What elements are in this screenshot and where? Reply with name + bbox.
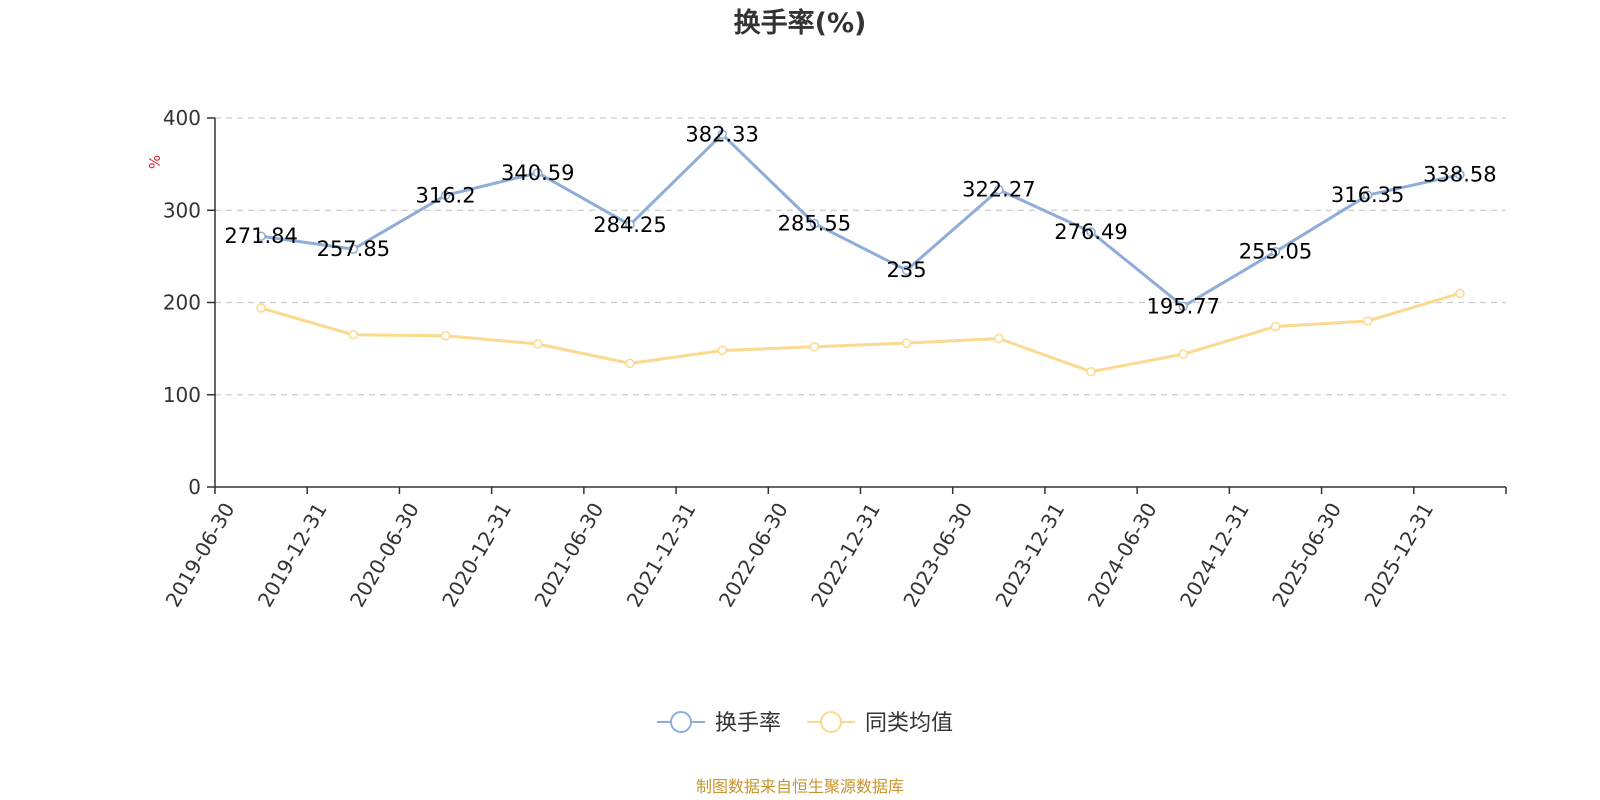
data-label: 271.84 [224,224,297,248]
series [256,129,1465,377]
data-point[interactable] [440,330,451,341]
legend[interactable]: 换手率 同类均值 [657,711,953,736]
data-label: 322.27 [962,178,1035,202]
legend-item-0[interactable]: 换手率 [657,711,781,736]
data-labels: 271.84 257.85 316.2 340.59 284.25 382.33 285.5… [224,122,1496,318]
data-label: 255.05 [1239,240,1312,264]
data-point[interactable] [1270,246,1281,257]
data-point[interactable] [440,190,451,201]
data-point[interactable] [717,129,727,140]
data-label: 276.49 [1054,220,1127,244]
data-label: 340.59 [501,161,574,185]
x-tick-label: 2025-06-30 [1267,499,1346,612]
data-point[interactable] [533,168,543,178]
data-label: 195.77 [1147,294,1220,318]
data-label: 285.55 [778,212,851,236]
data-point[interactable] [625,220,635,230]
data-label: 338.58 [1423,163,1496,187]
chart-title: 换手率(%) [734,7,867,39]
data-point[interactable] [1086,227,1096,237]
x-tick-label: 2024-06-30 [1083,499,1162,612]
y-axis-unit: % [146,155,164,169]
data-point[interactable] [1455,169,1465,180]
data-point[interactable] [994,333,1004,344]
data-point[interactable] [256,231,266,241]
data-point[interactable] [1270,321,1281,332]
data-point[interactable] [348,330,359,340]
data-label: 316.35 [1331,183,1404,207]
data-point[interactable] [717,345,727,356]
x-tick-label: 2020-06-30 [345,499,424,612]
data-point[interactable] [1455,288,1465,299]
data-point[interactable] [1086,366,1096,377]
data-point[interactable] [901,338,912,348]
data-point[interactable] [1362,316,1373,326]
legend-label: 同类均值 [865,711,953,736]
data-label: 235 [887,258,927,282]
legend-label: 换手率 [715,711,781,736]
series-line-0 [260,132,1461,308]
data-point[interactable] [1362,190,1373,200]
data-label: 284.25 [593,213,666,237]
x-tick-label: 2019-06-30 [161,499,240,612]
data-point[interactable] [533,339,543,349]
data-label: 382.33 [685,122,758,146]
data-point[interactable] [901,265,912,275]
data-point[interactable] [994,184,1004,195]
x-tick-label: 2021-12-31 [622,499,701,612]
data-point[interactable] [809,218,820,229]
series-line-1 [260,291,1461,374]
data-label: 316.2 [415,183,475,207]
x-tick-label: 2022-12-31 [806,499,885,612]
data-point[interactable] [1178,301,1188,312]
y-tick-label: 200 [163,291,201,315]
data-label: 257.85 [317,237,390,261]
x-tick-label: 2020-12-31 [437,498,516,611]
x-tick-label: 2025-12-31 [1359,499,1438,612]
x-tick-label: 2021-06-30 [529,499,608,612]
legend-item-1[interactable]: 同类均值 [807,711,953,736]
grid-lines [215,117,1506,396]
x-tick-label: 2022-06-30 [714,499,793,612]
data-point[interactable] [1178,349,1188,359]
y-tick-label: 0 [188,475,201,499]
y-tick-label: 400 [163,106,201,130]
x-tick-label: 2023-12-31 [990,499,1069,612]
legend-marker [820,711,842,733]
x-tick-label: 2019-12-31 [253,499,332,612]
data-point[interactable] [809,342,820,352]
y-tick-label: 100 [163,383,201,407]
data-point[interactable] [625,358,635,369]
legend-marker [670,711,692,733]
y-tick-label: 300 [163,198,201,222]
x-tick-label: 2023-06-30 [898,499,977,612]
source-note: 制图数据来自恒生聚源数据库 [696,777,904,796]
x-tick-label: 2024-12-31 [1175,499,1254,612]
axes: 0 100 200 300 400 2019-06-30 2019-12-31 2020-06… [161,106,1507,612]
data-point[interactable] [256,303,266,313]
data-point[interactable] [348,244,359,254]
